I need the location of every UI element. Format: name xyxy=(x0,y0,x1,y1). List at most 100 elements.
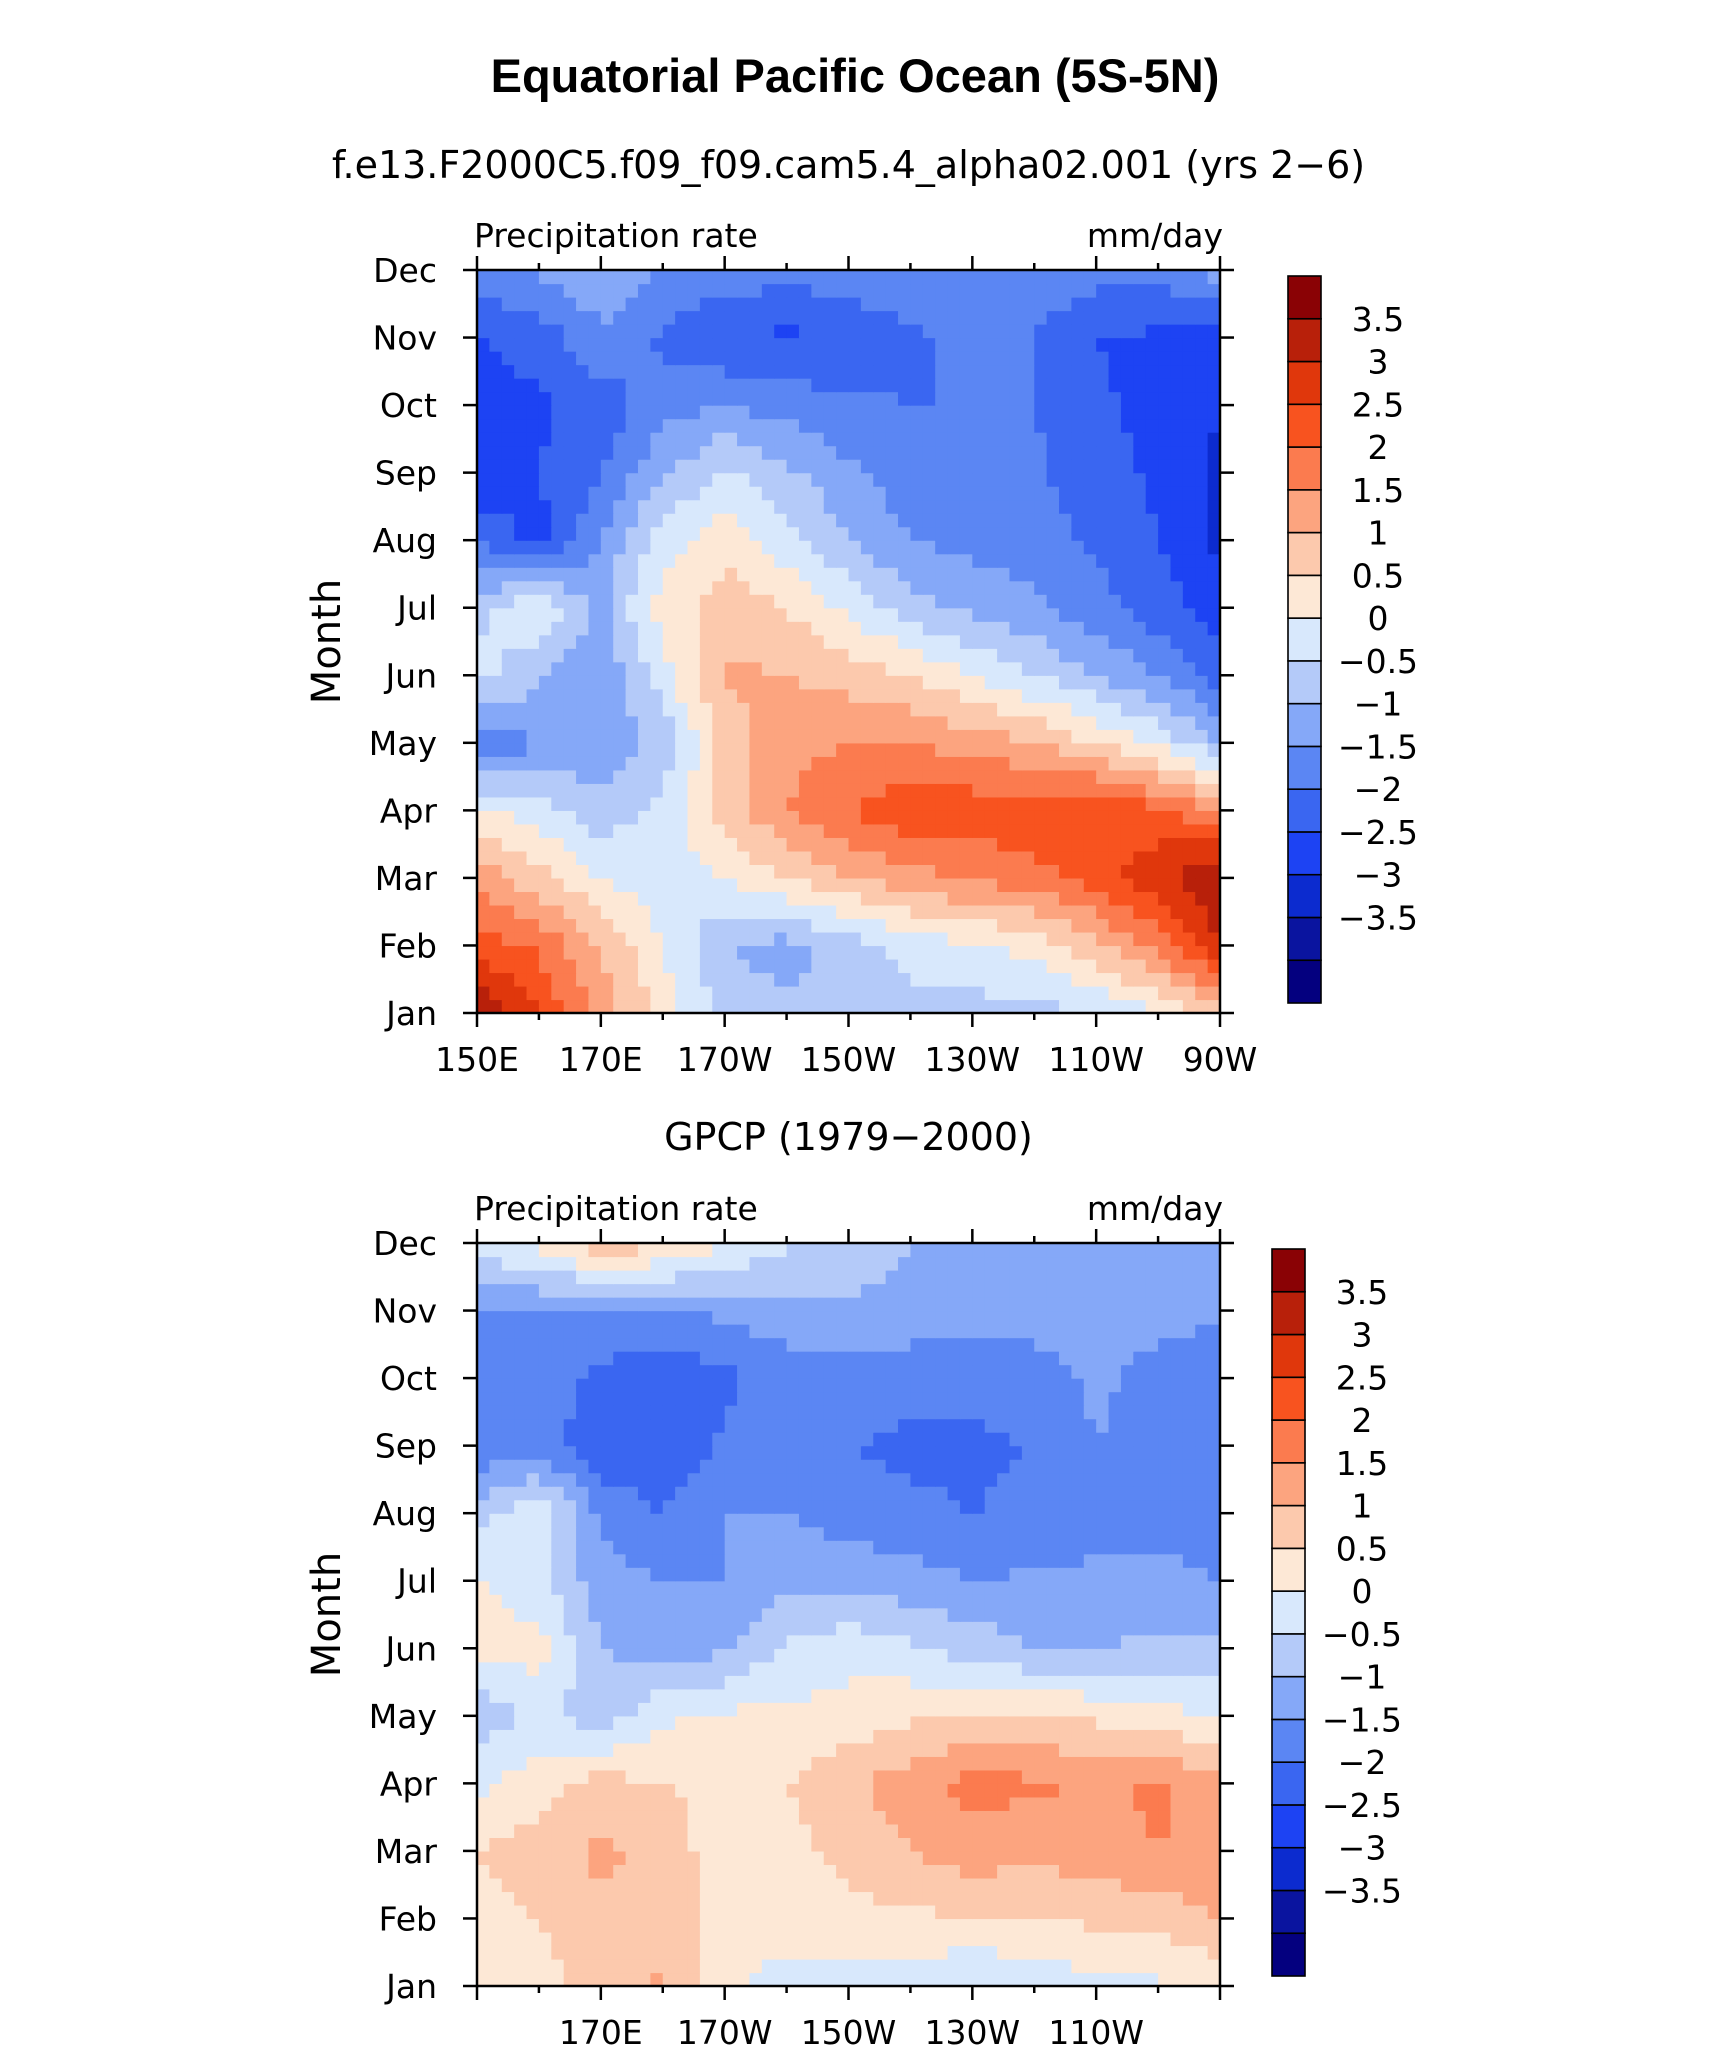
heatmap-cell xyxy=(749,378,763,393)
heatmap-cell xyxy=(613,607,627,622)
heatmap-cell xyxy=(860,985,874,1001)
heatmap-cell xyxy=(922,918,936,933)
heatmap-cell xyxy=(749,972,763,987)
heatmap-cell xyxy=(675,270,689,285)
heatmap-cell xyxy=(774,567,788,582)
heatmap-cell xyxy=(687,945,701,960)
heatmap-cell xyxy=(1158,621,1172,636)
heatmap-cell xyxy=(1071,931,1085,947)
heatmap-cell xyxy=(873,972,887,987)
heatmap-cell xyxy=(1096,378,1110,393)
heatmap-cell xyxy=(1182,486,1196,501)
heatmap-cell xyxy=(737,1823,751,1838)
heatmap-cell xyxy=(637,985,651,1001)
heatmap-cell xyxy=(836,486,850,501)
heatmap-cell xyxy=(984,918,998,933)
heatmap-cell xyxy=(1158,796,1172,811)
heatmap-cell xyxy=(650,715,664,730)
heatmap-cell xyxy=(588,445,602,460)
heatmap-cell xyxy=(675,1742,689,1757)
heatmap-cell xyxy=(1108,1661,1122,1676)
heatmap-cell xyxy=(910,634,924,649)
heatmap-cell xyxy=(501,756,515,771)
heatmap-cell xyxy=(1083,378,1097,393)
heatmap-cell xyxy=(1009,580,1023,595)
heatmap-cell xyxy=(774,823,788,838)
heatmap-cell xyxy=(786,648,800,663)
heatmap-cell xyxy=(798,526,812,541)
heatmap-cell xyxy=(885,297,899,312)
heatmap-cell xyxy=(538,931,552,947)
heatmap-cell xyxy=(836,1810,850,1825)
heatmap-cell xyxy=(836,283,850,298)
heatmap-cell xyxy=(551,1972,565,1987)
heatmap-cell xyxy=(959,472,973,487)
heatmap-cell xyxy=(972,1877,986,1893)
heatmap-cell xyxy=(625,526,639,541)
heatmap-cell xyxy=(477,553,490,568)
heatmap-cell xyxy=(1170,1756,1184,1771)
heatmap-cell xyxy=(1096,796,1110,811)
heatmap-cell xyxy=(1059,850,1072,865)
heatmap-cell xyxy=(1170,1796,1184,1811)
heatmap-cell xyxy=(1071,337,1085,352)
heatmap-cell xyxy=(1083,1675,1097,1690)
heatmap-cell xyxy=(662,594,676,609)
heatmap-cell xyxy=(1071,283,1085,298)
heatmap-cell xyxy=(1158,1837,1172,1852)
heatmap-cell xyxy=(885,1958,899,1974)
heatmap-cell xyxy=(551,1661,565,1676)
heatmap-cell xyxy=(501,715,515,730)
heatmap-cell xyxy=(501,499,515,514)
heatmap-cell xyxy=(675,999,689,1014)
heatmap-cell xyxy=(984,1661,998,1676)
heatmap-cell xyxy=(811,607,825,622)
heatmap-cell xyxy=(613,904,627,920)
heatmap-cell xyxy=(551,1850,565,1866)
heatmap-cell xyxy=(848,270,862,285)
heatmap-cell xyxy=(1108,823,1122,838)
heatmap-cell xyxy=(947,1810,961,1825)
panels: f.e13.F2000C5.f09_f09.cam5.4_alpha02.001… xyxy=(304,143,1418,2052)
heatmap-cell xyxy=(1158,1850,1172,1866)
heatmap-cell xyxy=(997,1810,1011,1825)
heatmap-cell xyxy=(1170,877,1184,893)
heatmap-cell xyxy=(984,783,998,798)
heatmap-cell xyxy=(860,1837,874,1852)
heatmap-cell xyxy=(836,877,850,893)
heatmap-cell xyxy=(1170,540,1184,555)
heatmap-cell xyxy=(1133,931,1147,947)
heatmap-cell xyxy=(1083,1756,1097,1771)
heatmap-cell xyxy=(662,553,676,568)
heatmap-cell xyxy=(1071,580,1085,595)
heatmap-cell xyxy=(724,1904,738,1920)
heatmap-cell xyxy=(1170,661,1184,676)
heatmap-cell xyxy=(823,621,837,636)
heatmap-cell xyxy=(501,729,515,744)
heatmap-cell xyxy=(798,1931,812,1947)
heatmap-cell xyxy=(1083,1688,1097,1703)
heatmap-cell xyxy=(1046,634,1060,649)
heatmap-cell xyxy=(1108,1837,1122,1852)
heatmap-cell xyxy=(687,364,701,379)
heatmap-cell xyxy=(1046,1864,1060,1879)
heatmap-cell xyxy=(526,918,540,933)
heatmap-cell xyxy=(588,1769,602,1784)
heatmap-cell xyxy=(724,1931,738,1947)
heatmap-cell xyxy=(551,1810,565,1825)
heatmap-cell xyxy=(1207,769,1221,784)
heatmap-cell xyxy=(786,540,800,555)
heatmap-cell xyxy=(836,742,850,757)
heatmap-cell xyxy=(898,1675,912,1690)
heatmap-cell xyxy=(1034,1634,1048,1649)
heatmap-cell xyxy=(588,540,602,555)
heatmap-cell xyxy=(501,526,515,541)
heatmap-cell xyxy=(749,1891,763,1906)
heatmap-cell xyxy=(637,1756,651,1771)
heatmap-cell xyxy=(501,1634,515,1649)
heatmap-cell xyxy=(873,1837,887,1852)
heatmap-cell xyxy=(538,1702,552,1717)
heatmap-cell xyxy=(675,526,689,541)
heatmap-cell xyxy=(910,715,924,730)
